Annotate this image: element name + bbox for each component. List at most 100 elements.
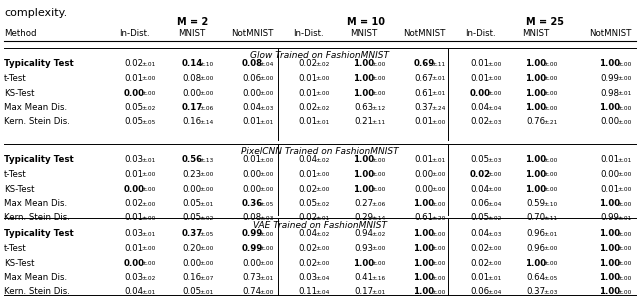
- Text: ±.04: ±.04: [487, 290, 501, 295]
- Text: ±.03: ±.03: [259, 105, 273, 111]
- Text: 0.01: 0.01: [124, 214, 143, 222]
- Text: MNIST: MNIST: [522, 28, 550, 38]
- Text: ±.00: ±.00: [617, 187, 631, 192]
- Text: ±.00: ±.00: [141, 91, 156, 96]
- Text: ±.02: ±.02: [487, 216, 501, 221]
- Text: ±.00: ±.00: [259, 187, 273, 192]
- Text: ±.00: ±.00: [487, 62, 501, 67]
- Text: ±.01: ±.01: [141, 232, 155, 237]
- Text: ±.00: ±.00: [617, 290, 631, 295]
- Text: 0.56: 0.56: [181, 155, 203, 165]
- Text: 1.00: 1.00: [600, 229, 621, 238]
- Text: 0.04: 0.04: [470, 229, 490, 238]
- Text: 0.37: 0.37: [181, 229, 203, 238]
- Text: MNIST: MNIST: [179, 28, 205, 38]
- Text: KS-Test: KS-Test: [4, 185, 35, 194]
- Text: M = 25: M = 25: [526, 17, 564, 27]
- Text: ±.00: ±.00: [259, 261, 273, 266]
- Text: ±.00: ±.00: [199, 91, 213, 96]
- Text: ±.01: ±.01: [371, 290, 385, 295]
- Text: ±.01: ±.01: [199, 201, 213, 207]
- Text: 0.00: 0.00: [243, 258, 262, 268]
- Text: PixelCNN Trained on FashionMNIST: PixelCNN Trained on FashionMNIST: [241, 146, 399, 155]
- Text: ±.00: ±.00: [543, 261, 557, 266]
- Text: 0.69: 0.69: [413, 59, 435, 68]
- Text: 0.08: 0.08: [243, 214, 262, 222]
- Text: ±.00: ±.00: [371, 247, 385, 251]
- Text: ±.02: ±.02: [315, 158, 329, 163]
- Text: 0.01: 0.01: [124, 170, 143, 179]
- Text: 0.02: 0.02: [298, 103, 317, 112]
- Text: ±.00: ±.00: [141, 76, 156, 82]
- Text: Max Mean Dis.: Max Mean Dis.: [4, 273, 67, 282]
- Text: 0.21: 0.21: [355, 118, 374, 126]
- Text: ±.01: ±.01: [543, 232, 557, 237]
- Text: 0.05: 0.05: [470, 155, 490, 165]
- Text: 0.00: 0.00: [182, 258, 202, 268]
- Text: 1.00: 1.00: [353, 88, 374, 98]
- Text: ±.01: ±.01: [487, 275, 501, 281]
- Text: 0.96: 0.96: [527, 229, 545, 238]
- Text: ±.00: ±.00: [199, 76, 213, 82]
- Text: ±.00: ±.00: [543, 172, 557, 178]
- Text: 0.01: 0.01: [600, 185, 620, 194]
- Text: 0.01: 0.01: [415, 118, 433, 126]
- Text: ±.00: ±.00: [141, 187, 156, 192]
- Text: ±.01: ±.01: [617, 91, 631, 96]
- Text: ±.00: ±.00: [315, 187, 329, 192]
- Text: ±.00: ±.00: [199, 247, 213, 251]
- Text: ±.02: ±.02: [315, 105, 329, 111]
- Text: ±.00: ±.00: [315, 247, 329, 251]
- Text: 0.00: 0.00: [470, 88, 490, 98]
- Text: 1.00: 1.00: [413, 244, 435, 253]
- Text: ±.00: ±.00: [141, 247, 156, 251]
- Text: 0.98: 0.98: [600, 88, 620, 98]
- Text: ±.00: ±.00: [371, 76, 385, 82]
- Text: ±.00: ±.00: [315, 91, 329, 96]
- Text: ±.00: ±.00: [617, 105, 631, 111]
- Text: Typicality Test: Typicality Test: [4, 59, 74, 68]
- Text: ±.00: ±.00: [259, 232, 273, 237]
- Text: 1.00: 1.00: [600, 244, 621, 253]
- Text: ±.00: ±.00: [543, 158, 557, 163]
- Text: 0.03: 0.03: [124, 155, 143, 165]
- Text: 0.76: 0.76: [527, 118, 545, 126]
- Text: 1.00: 1.00: [600, 199, 621, 208]
- Text: ±.02: ±.02: [315, 62, 329, 67]
- Text: ±.00: ±.00: [259, 247, 273, 251]
- Text: ±.01: ±.01: [199, 290, 213, 295]
- Text: ±.05: ±.05: [259, 201, 273, 207]
- Text: ±.00: ±.00: [431, 172, 445, 178]
- Text: 0.11: 0.11: [298, 288, 317, 297]
- Text: ±.24: ±.24: [431, 105, 445, 111]
- Text: ±.00: ±.00: [431, 275, 445, 281]
- Text: Typicality Test: Typicality Test: [4, 229, 74, 238]
- Text: ±.00: ±.00: [431, 120, 445, 125]
- Text: ±.00: ±.00: [371, 158, 385, 163]
- Text: 1.00: 1.00: [525, 258, 547, 268]
- Text: 0.01: 0.01: [298, 170, 317, 179]
- Text: ±.00: ±.00: [371, 62, 385, 67]
- Text: ±.00: ±.00: [259, 91, 273, 96]
- Text: ±.00: ±.00: [141, 172, 156, 178]
- Text: 0.16: 0.16: [182, 118, 202, 126]
- Text: 1.00: 1.00: [525, 170, 547, 179]
- Text: Method: Method: [4, 28, 36, 38]
- Text: ±.00: ±.00: [141, 261, 156, 266]
- Text: ±.01: ±.01: [431, 158, 445, 163]
- Text: ±.00: ±.00: [487, 261, 501, 266]
- Text: 0.00: 0.00: [182, 88, 202, 98]
- Text: 0.99: 0.99: [600, 74, 620, 83]
- Text: 0.00: 0.00: [182, 185, 202, 194]
- Text: 1.00: 1.00: [353, 258, 374, 268]
- Text: ±.00: ±.00: [199, 261, 213, 266]
- Text: ±.00: ±.00: [259, 158, 273, 163]
- Text: In-Dist.: In-Dist.: [292, 28, 323, 38]
- Text: 0.94: 0.94: [355, 229, 374, 238]
- Text: 0.73: 0.73: [243, 273, 262, 282]
- Text: ±.00: ±.00: [199, 187, 213, 192]
- Text: ±.01: ±.01: [617, 158, 631, 163]
- Text: 1.00: 1.00: [525, 59, 547, 68]
- Text: 0.93: 0.93: [355, 244, 374, 253]
- Text: ±.13: ±.13: [199, 158, 213, 163]
